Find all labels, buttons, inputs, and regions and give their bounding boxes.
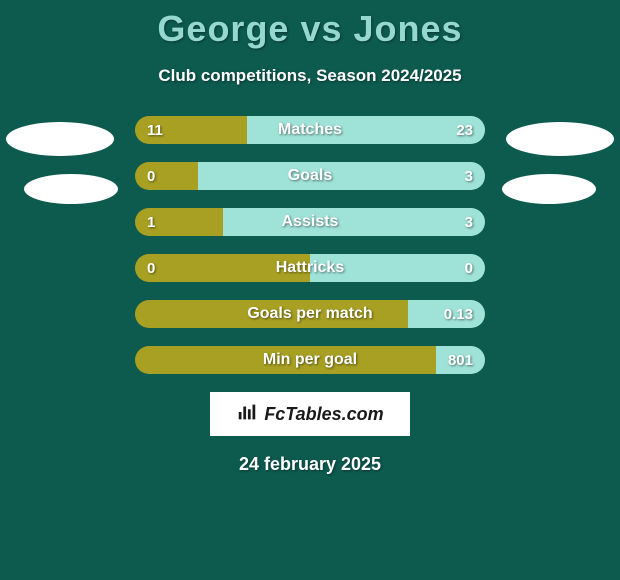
- stat-label: Assists: [135, 208, 485, 236]
- stat-value-right: 0.13: [444, 300, 473, 328]
- stat-label: Goals: [135, 162, 485, 190]
- stat-value-left: 0: [147, 162, 155, 190]
- stat-value-left: 1: [147, 208, 155, 236]
- chart-icon: [236, 401, 258, 428]
- player-right-avatar-1: [506, 122, 614, 156]
- stat-value-right: 801: [448, 346, 473, 374]
- stat-row: Goals per match0.13: [135, 300, 485, 328]
- player-left-avatar-1: [6, 122, 114, 156]
- stat-row: Min per goal801: [135, 346, 485, 374]
- comparison-chart: Matches1123Goals03Assists13Hattricks00Go…: [0, 116, 620, 374]
- stat-label: Goals per match: [135, 300, 485, 328]
- stat-label: Min per goal: [135, 346, 485, 374]
- stat-row: Assists1 3: [135, 208, 485, 236]
- page-title: George vs Jones: [0, 0, 620, 50]
- player-left-avatar-2: [24, 174, 118, 204]
- stat-row: Matches11 23: [135, 116, 485, 144]
- date: 24 february 2025: [0, 454, 620, 475]
- stat-label: Matches: [135, 116, 485, 144]
- stat-value-right: 23: [456, 116, 473, 144]
- stat-row: Goals0 3: [135, 162, 485, 190]
- stat-bars: Matches1123Goals03Assists13Hattricks00Go…: [135, 116, 485, 374]
- subtitle: Club competitions, Season 2024/2025: [0, 66, 620, 86]
- stat-value-left: 11: [147, 116, 163, 144]
- footer-label: FcTables.com: [264, 404, 383, 425]
- stat-value-right: 0: [465, 254, 473, 282]
- stat-value-right: 3: [465, 162, 473, 190]
- footer-badge: FcTables.com: [210, 392, 410, 436]
- stat-value-right: 3: [465, 208, 473, 236]
- stat-row: Hattricks0 0: [135, 254, 485, 282]
- player-right-avatar-2: [502, 174, 596, 204]
- stat-label: Hattricks: [135, 254, 485, 282]
- stat-value-left: 0: [147, 254, 155, 282]
